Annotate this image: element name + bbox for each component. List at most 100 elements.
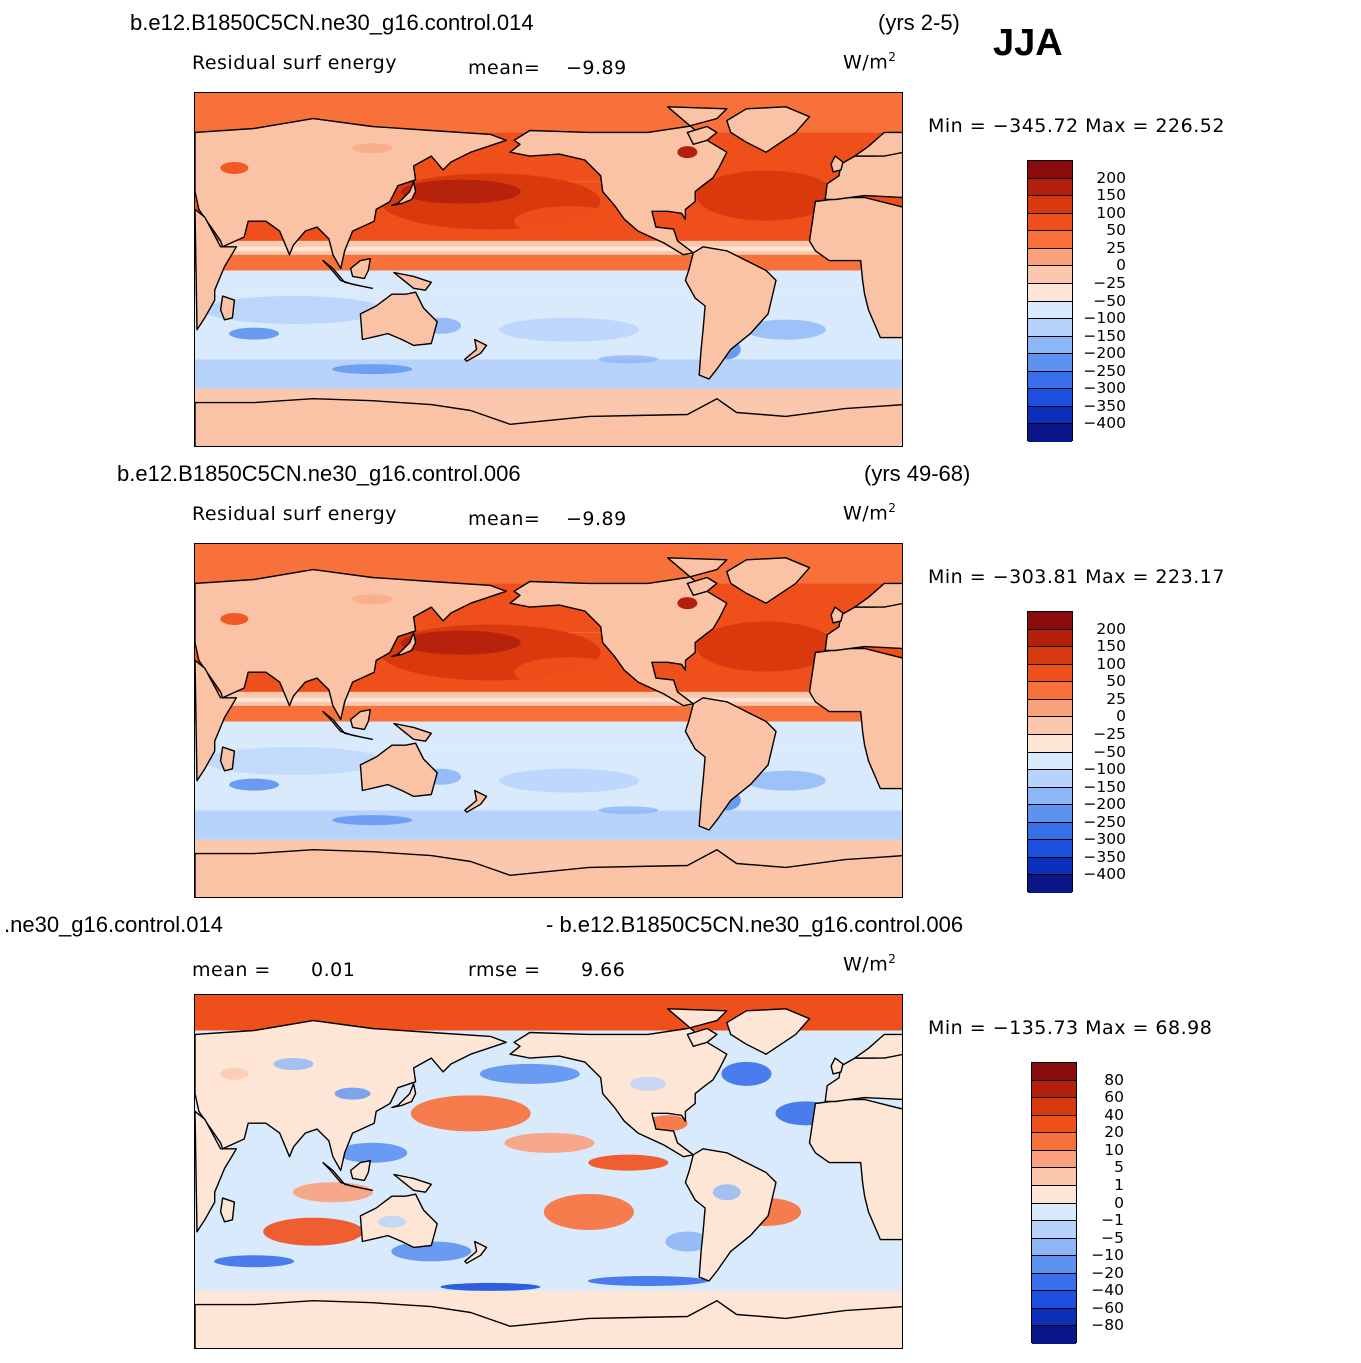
colorbar-label: −350 (1083, 396, 1126, 415)
colorbar-label: 60 (1104, 1088, 1124, 1107)
colorbar-label: 50 (1106, 672, 1126, 691)
continent-madagascar (219, 1197, 236, 1223)
continent-greenland (726, 1008, 811, 1055)
colorbar-swatch (1028, 266, 1072, 284)
colorbar-swatch (1028, 752, 1072, 771)
panel3-case-right: - b.e12.B1850C5CN.ne30_g16.control.006 (546, 912, 964, 937)
colorbar-swatch (1032, 1326, 1076, 1344)
map-canvas (195, 544, 902, 897)
panel3-colorbar (1031, 1062, 1077, 1344)
diff-land-anomaly-4 (220, 1067, 249, 1080)
colorbar-swatch (1028, 664, 1072, 683)
panel3-case-left: .ne30_g16.control.014 (4, 912, 223, 937)
continent-uk (830, 606, 844, 624)
kuroshio-extension (400, 630, 521, 655)
panel1-years: (yrs 2-5) (878, 10, 960, 35)
colorbar-swatch (1028, 699, 1072, 718)
indian-ocean-south (203, 746, 384, 775)
continent-southAmerica (684, 697, 777, 831)
colorbar-label: −400 (1083, 414, 1126, 433)
continent-australia (359, 291, 438, 347)
continent-eurasia (195, 568, 507, 721)
continent-newGuinea (393, 1173, 433, 1193)
land-warm-1 (220, 612, 249, 625)
continent-indonesia (322, 710, 374, 741)
panel1-mean-label: mean= (468, 57, 541, 79)
continent-northAmerica (509, 106, 728, 256)
north-atlantic-high (696, 170, 837, 221)
continent-africa (195, 1110, 238, 1233)
continent-uk (830, 155, 844, 173)
colorbar-swatch (1028, 734, 1072, 753)
panel3-rmse-value: 9.66 (581, 959, 626, 981)
colorbar-label: −150 (1083, 777, 1126, 796)
north-atlantic-high (696, 621, 837, 672)
colorbar-swatch (1032, 1238, 1076, 1257)
colorbar-label: 80 (1104, 1070, 1124, 1089)
colorbar-label: −5 (1101, 1228, 1124, 1247)
siberia (352, 143, 393, 154)
south-pacific (499, 317, 640, 342)
colorbar-swatch (1028, 283, 1072, 302)
colorbar-label: 50 (1106, 221, 1126, 240)
colorbar-swatch (1032, 1080, 1076, 1099)
colorbar-label: −350 (1083, 847, 1126, 866)
colorbar-label: −100 (1083, 309, 1126, 328)
colorbar-label: 0 (1116, 707, 1126, 726)
continent-africa (195, 208, 238, 331)
colorbar-label: −150 (1083, 326, 1126, 345)
colorbar-swatch (1032, 1168, 1076, 1186)
panel2-units: W/m2 (843, 501, 897, 525)
colorbar-label: 150 (1096, 637, 1126, 656)
diff-land-anomaly-3 (712, 1184, 741, 1201)
panel1-colorbar (1027, 160, 1073, 442)
diff-anomaly-4 (263, 1217, 364, 1246)
colorbar-label: 200 (1096, 168, 1126, 187)
colorbar-swatch (1028, 424, 1072, 442)
colorbar-label: −400 (1083, 865, 1126, 884)
panel1-mean-value: −9.89 (566, 57, 627, 79)
colorbar-swatch (1032, 1221, 1076, 1239)
band-equator (195, 705, 902, 722)
diff-anomaly-13 (587, 1275, 708, 1286)
continent-africaWest (808, 647, 902, 790)
panel2-variable: Residual surf energy (192, 503, 397, 525)
colorbar-swatch (1028, 319, 1072, 337)
colorbar-swatch (1028, 717, 1072, 735)
colorbar-label: 100 (1096, 654, 1126, 673)
diff-anomaly-12 (214, 1255, 295, 1268)
continent-antarctica (195, 398, 902, 446)
continent-northAmerica (509, 557, 728, 707)
colorbar-label: 25 (1106, 238, 1126, 257)
colorbar-swatch (1028, 787, 1072, 806)
colorbar-label: −50 (1093, 291, 1126, 310)
colorbar-swatch (1032, 1203, 1076, 1222)
diff-anomaly-16 (647, 1115, 688, 1132)
colorbar-label: −20 (1091, 1263, 1124, 1282)
colorbar-label: −50 (1093, 742, 1126, 761)
continent-baffin (686, 125, 718, 145)
itcz-cold-tongue (195, 697, 902, 702)
band-southern-ocean (195, 359, 902, 389)
panel3-rmse-label: rmse = (468, 959, 541, 981)
diff-land-anomaly-1 (334, 1087, 371, 1100)
panel3-mean-value: 0.01 (311, 959, 356, 981)
colorbar-label: −40 (1091, 1281, 1124, 1300)
colorbar-swatch (1028, 840, 1072, 858)
colorbar-swatch (1028, 770, 1072, 788)
panel3-mean-label: mean = (192, 959, 271, 981)
colorbar-swatch (1028, 389, 1072, 407)
siberia (352, 594, 393, 605)
land-warm-1 (220, 161, 249, 174)
panel2-mean-value: −9.89 (566, 508, 627, 530)
colorbar-label: 150 (1096, 186, 1126, 205)
south-pacific (499, 768, 640, 793)
colorbar-swatch (1032, 1256, 1076, 1274)
diff-anomaly-1 (504, 1132, 595, 1153)
colorbar-label: 40 (1104, 1105, 1124, 1124)
colorbar-label: −200 (1083, 795, 1126, 814)
band-south-tropic (195, 270, 902, 295)
continent-borneo (349, 257, 372, 280)
colorbar-label: 1 (1114, 1175, 1124, 1194)
agulhas (229, 327, 280, 340)
